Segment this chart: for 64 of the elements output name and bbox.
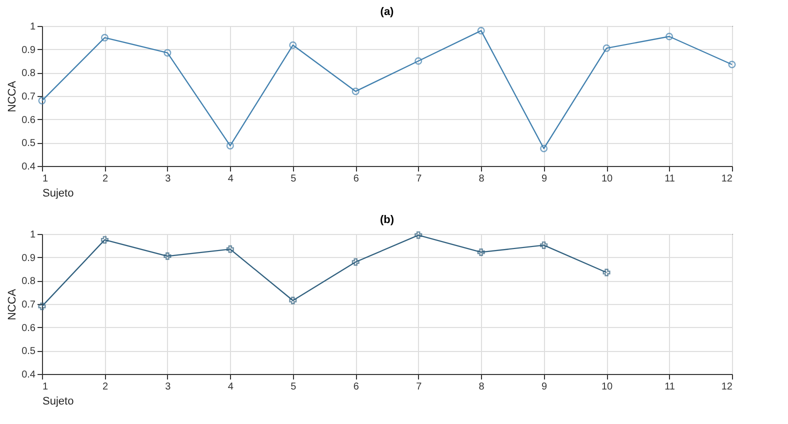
point bbox=[226, 142, 234, 150]
point bbox=[100, 34, 108, 42]
x-tick-label: 5 bbox=[290, 174, 297, 184]
x-tick-label: 6 bbox=[353, 174, 360, 184]
y-tick-label: 0.7 bbox=[22, 92, 36, 102]
x-tick-label: 11 bbox=[664, 174, 676, 184]
point bbox=[602, 268, 610, 276]
y-tick-label: 0.6 bbox=[22, 322, 36, 334]
chart-title: (a) bbox=[380, 6, 394, 18]
point bbox=[100, 236, 108, 244]
y-tick-label: 0.4 bbox=[22, 370, 36, 380]
x-tick-label: 12 bbox=[721, 382, 733, 392]
point bbox=[289, 41, 297, 49]
y-tick-label: 1 bbox=[30, 230, 36, 240]
y-tick-label: 0.7 bbox=[22, 300, 36, 310]
point bbox=[602, 44, 610, 52]
y-axis-title: NCCA bbox=[6, 288, 19, 320]
point bbox=[289, 296, 297, 304]
y-tick-label: 0.9 bbox=[22, 252, 36, 264]
x-tick-label: 1 bbox=[42, 174, 48, 184]
point bbox=[540, 241, 548, 249]
x-tick-label: 2 bbox=[102, 174, 108, 184]
y-tick-label: 1 bbox=[30, 22, 36, 32]
point bbox=[226, 245, 234, 253]
point bbox=[352, 258, 360, 266]
point bbox=[352, 88, 360, 96]
x-tick-label: 5 bbox=[290, 382, 297, 392]
x-tick-label: 10 bbox=[601, 382, 614, 392]
x-tick-label: 4 bbox=[228, 382, 234, 392]
x-tick-label: 6 bbox=[353, 382, 360, 392]
x-tick-label: 7 bbox=[416, 174, 422, 184]
y-tick-label: 0.5 bbox=[22, 346, 36, 358]
y-tick-label: 0.5 bbox=[22, 138, 36, 150]
x-tick-label: 8 bbox=[478, 174, 485, 184]
x-tick-label: 3 bbox=[165, 382, 172, 392]
point bbox=[164, 49, 172, 57]
chart-title: (b) bbox=[380, 214, 394, 226]
point bbox=[540, 144, 548, 152]
point bbox=[477, 248, 485, 256]
x-axis-title: Sujeto bbox=[42, 396, 74, 408]
x-tick-label: 11 bbox=[664, 382, 676, 392]
x-tick-label: 7 bbox=[416, 382, 422, 392]
point bbox=[666, 32, 674, 40]
point bbox=[414, 231, 422, 239]
x-tick-label: 12 bbox=[721, 174, 733, 184]
x-tick-label: 8 bbox=[478, 382, 485, 392]
y-tick-label: 0.4 bbox=[22, 162, 36, 172]
y-tick-label: 0.8 bbox=[22, 276, 36, 288]
x-tick-label: 9 bbox=[542, 382, 548, 392]
x-axis-title: Sujeto bbox=[42, 188, 74, 200]
point bbox=[38, 302, 46, 310]
x-tick-label: 9 bbox=[542, 174, 548, 184]
point bbox=[477, 26, 485, 34]
x-tick-label: 2 bbox=[102, 382, 108, 392]
x-tick-label: 1 bbox=[42, 382, 48, 392]
point bbox=[414, 57, 422, 65]
x-tick-label: 10 bbox=[601, 174, 614, 184]
y-tick-label: 0.9 bbox=[22, 44, 36, 56]
y-axis-title: NCCA bbox=[6, 80, 19, 112]
point bbox=[164, 252, 172, 260]
y-tick-label: 0.6 bbox=[22, 114, 36, 126]
x-tick-label: 4 bbox=[228, 174, 234, 184]
y-tick-label: 0.8 bbox=[22, 68, 36, 80]
x-tick-label: 3 bbox=[165, 174, 172, 184]
